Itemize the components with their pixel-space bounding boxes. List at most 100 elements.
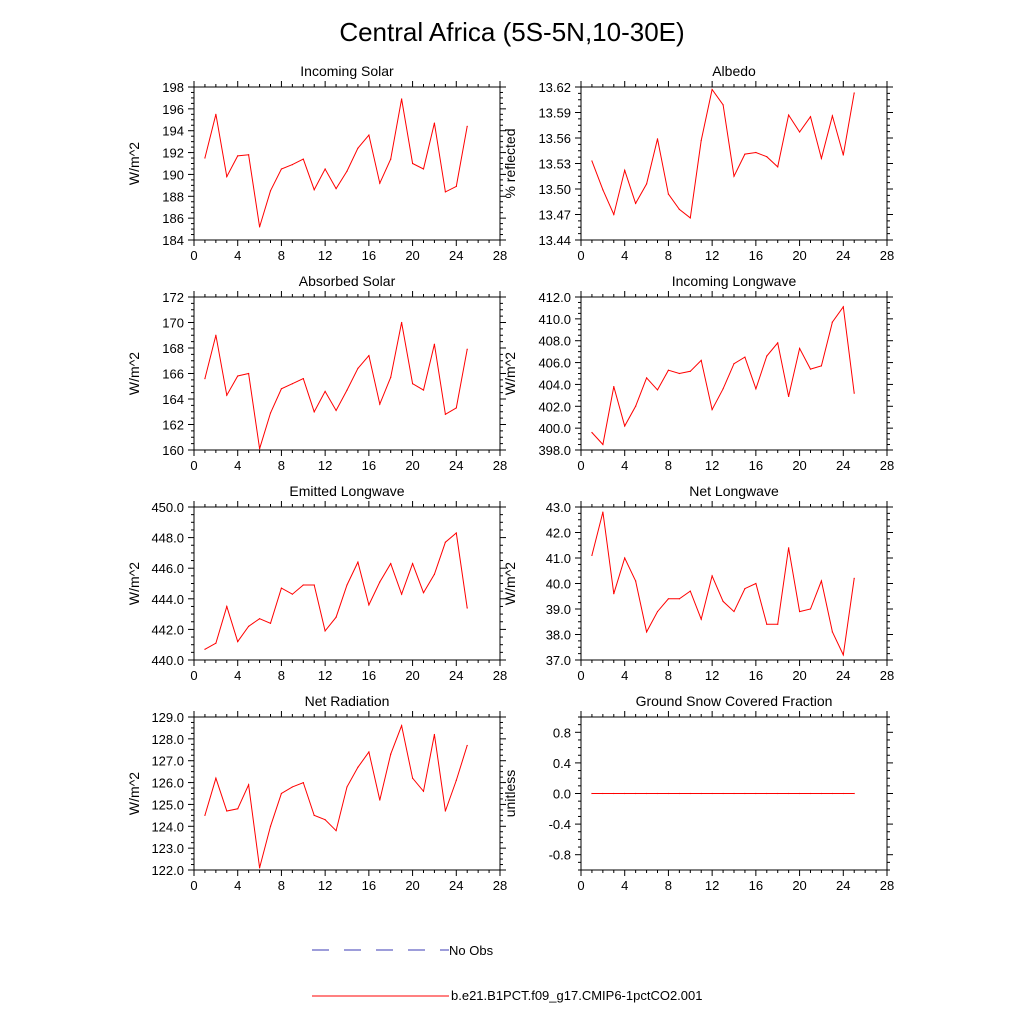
data-point	[455, 185, 457, 188]
data-point	[842, 792, 844, 795]
data-point	[722, 600, 724, 602]
y-tick-label: 168	[162, 341, 184, 356]
data-point	[444, 413, 446, 415]
x-tick-label: 8	[665, 878, 672, 893]
data-point	[291, 786, 293, 788]
data-point	[258, 867, 261, 869]
x-tick-label: 8	[665, 458, 672, 473]
y-tick-label: 400.0	[538, 421, 571, 436]
data-point	[269, 412, 272, 414]
y-tick-label: 410.0	[538, 312, 571, 327]
data-point	[853, 792, 855, 795]
data-point	[433, 343, 436, 345]
data-point	[313, 814, 315, 816]
data-point	[335, 616, 337, 618]
panel-net-radiation: 0 4 8 12 16 20 24 28 122.0 123.0 124.0 125.0 126.0 12…	[126, 693, 507, 893]
data-point	[656, 610, 659, 613]
x-tick-label: 12	[318, 878, 332, 893]
data-point	[433, 573, 436, 575]
y-tick-label: -0.4	[549, 817, 571, 832]
data-point	[733, 363, 735, 365]
data-point	[411, 777, 414, 779]
y-axis-label: W/m^2	[126, 142, 142, 185]
x-tick-label: 24	[836, 878, 850, 893]
panel-incoming-longwave: 0 4 8 12 16 20 24 28 398.0 400.0 402.0 404.0 406.0 40…	[502, 273, 894, 473]
data-point	[645, 792, 648, 795]
x-tick-label: 8	[278, 458, 285, 473]
data-point	[842, 306, 844, 308]
y-axis-label: W/m^2	[502, 562, 518, 605]
data-point	[291, 163, 293, 166]
x-tick-label: 4	[234, 458, 241, 473]
data-point	[700, 618, 702, 620]
data-point	[248, 154, 250, 156]
data-point	[302, 378, 304, 380]
y-tick-label: 404.0	[538, 377, 571, 392]
data-point	[777, 623, 779, 625]
x-tick-label: 8	[278, 248, 285, 263]
data-point	[755, 792, 757, 795]
y-tick-label: 164	[162, 392, 184, 407]
x-tick-label: 12	[318, 458, 332, 473]
data-point	[313, 411, 315, 413]
data-point	[635, 792, 637, 795]
data-point	[820, 792, 823, 795]
data-point	[624, 425, 626, 427]
x-tick-label: 28	[880, 458, 894, 473]
data-point	[248, 372, 250, 375]
y-tick-label: 184	[162, 233, 184, 248]
data-point	[744, 153, 746, 155]
data-point	[744, 588, 746, 590]
data-point	[613, 593, 615, 595]
panel-title: Net Radiation	[305, 693, 390, 709]
data-point	[379, 182, 381, 184]
data-point	[788, 395, 790, 398]
data-point	[324, 168, 326, 170]
data-point	[237, 155, 239, 157]
data-point	[755, 582, 757, 585]
data-point	[798, 347, 801, 349]
data-point	[831, 631, 833, 633]
data-point	[798, 131, 801, 133]
data-point	[667, 792, 670, 795]
plot-frame	[193, 716, 501, 871]
data-point	[411, 383, 414, 385]
data-point	[433, 733, 436, 736]
x-tick-label: 8	[665, 668, 672, 683]
y-tick-label: 13.59	[538, 106, 571, 121]
panel-incoming-solar: 0 4 8 12 16 20 24 28 184 186 188 190 192 194 196 198 Inc…	[126, 63, 507, 263]
panel-net-longwave: 0 4 8 12 16 20 24 28 37.0 38.0 39.0 40.0 41.0 42.0 43.…	[502, 483, 894, 683]
x-tick-label: 12	[705, 878, 719, 893]
y-tick-label: 196	[162, 102, 184, 117]
x-tick-label: 24	[449, 248, 463, 263]
x-tick-label: 0	[577, 458, 584, 473]
y-tick-label: 37.0	[546, 653, 571, 668]
data-point	[422, 790, 425, 792]
data-point	[656, 138, 659, 140]
x-tick-label: 20	[405, 668, 419, 683]
x-tick-label: 20	[792, 248, 806, 263]
x-tick-label: 28	[493, 878, 507, 893]
data-point	[444, 810, 446, 812]
data-point	[237, 375, 239, 377]
data-point	[204, 814, 206, 816]
data-point	[390, 158, 392, 160]
x-tick-label: 28	[880, 878, 894, 893]
data-point	[591, 431, 593, 434]
data-point	[645, 377, 648, 379]
panel-title: Incoming Solar	[300, 63, 394, 79]
data-point	[809, 116, 812, 118]
data-point	[602, 792, 604, 795]
data-point	[711, 792, 713, 795]
figure-title: Central Africa (5S-5N,10-30E)	[339, 17, 684, 47]
panel-albedo: 0 4 8 12 16 20 24 28 13.44 13.47 13.50 13.53 13.56 13…	[502, 63, 894, 263]
plot-frame	[193, 506, 501, 661]
data-point	[744, 356, 746, 358]
data-point	[678, 208, 680, 210]
x-tick-label: 12	[705, 668, 719, 683]
data-point	[831, 321, 833, 323]
data-point	[744, 792, 746, 795]
data-point	[401, 321, 403, 324]
data-point	[809, 608, 812, 610]
data-point	[204, 648, 206, 650]
